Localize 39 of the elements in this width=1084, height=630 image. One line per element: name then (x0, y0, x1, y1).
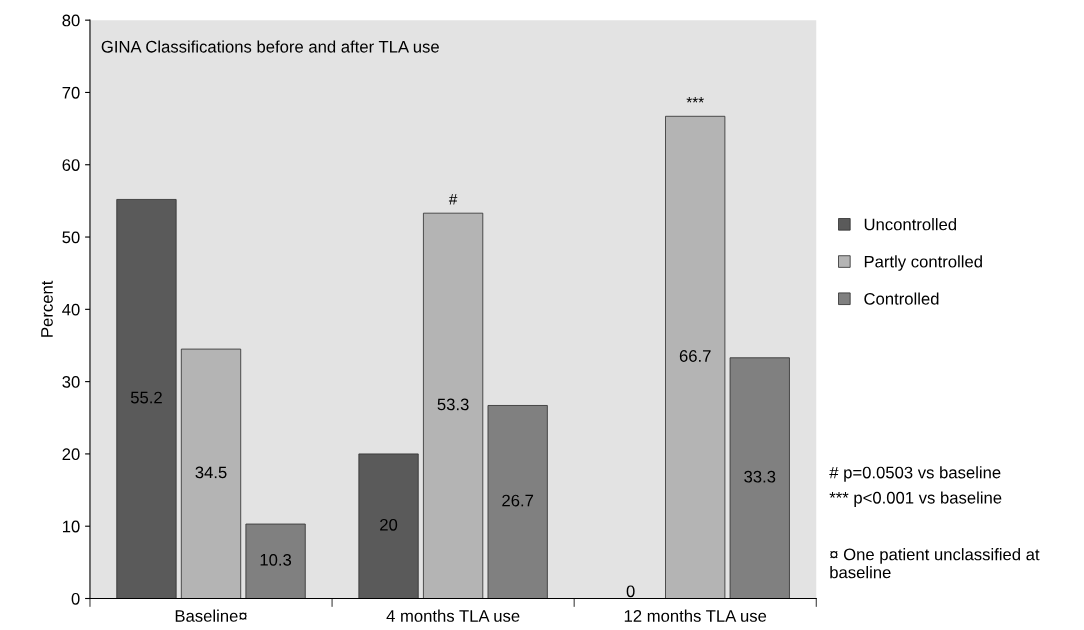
y-tick-label: 20 (62, 448, 80, 461)
bar (729, 357, 790, 599)
text: ¤ One patient unclassified at baseline (830, 548, 1040, 579)
data-label: 26.7 (502, 494, 534, 507)
bar (245, 523, 306, 599)
data-label: 66.7 (679, 350, 711, 362)
data-label: 53.3 (437, 398, 469, 411)
bar (423, 212, 484, 599)
text: *** p<0.001 vs baseline (829, 491, 1002, 507)
bar (116, 199, 177, 599)
data-label: 20 (380, 518, 398, 531)
bar (665, 115, 726, 599)
x-tick-label: Baseline¤ (175, 609, 247, 622)
y-tick-label: 0 (71, 592, 80, 605)
bar (487, 405, 548, 599)
bar (180, 348, 242, 599)
data-label: 55.2 (130, 391, 162, 404)
y-axis-title: Percent (41, 280, 53, 337)
text: # p=0.0503 vs baseline (829, 466, 1001, 482)
annotation: *** (686, 97, 704, 103)
y-tick-label: 60 (62, 159, 80, 171)
x-tick-label: 12 months TLA use (624, 609, 767, 622)
legend-label: Controlled (864, 292, 939, 305)
bar (358, 453, 419, 599)
legend-label: Partly controlled (864, 255, 982, 271)
text: GINA Classifications before and after TLA use (101, 40, 439, 53)
y-tick-label: 80 (62, 14, 80, 27)
y-tick-label: 70 (62, 86, 80, 99)
annotation: # (448, 194, 458, 205)
y-tick-label: 30 (62, 376, 80, 388)
x-tick-label: 4 months TLA use (386, 609, 520, 622)
data-label: 33.3 (744, 470, 776, 483)
y-tick-label: 50 (62, 231, 80, 244)
y-tick-label: 10 (62, 520, 80, 533)
data-label: 34.5 (195, 466, 227, 479)
legend-label: Uncontrolled (864, 218, 957, 231)
data-label: 10.3 (260, 553, 292, 566)
data-label: 0 (626, 585, 635, 598)
y-tick-label: 40 (62, 303, 80, 316)
